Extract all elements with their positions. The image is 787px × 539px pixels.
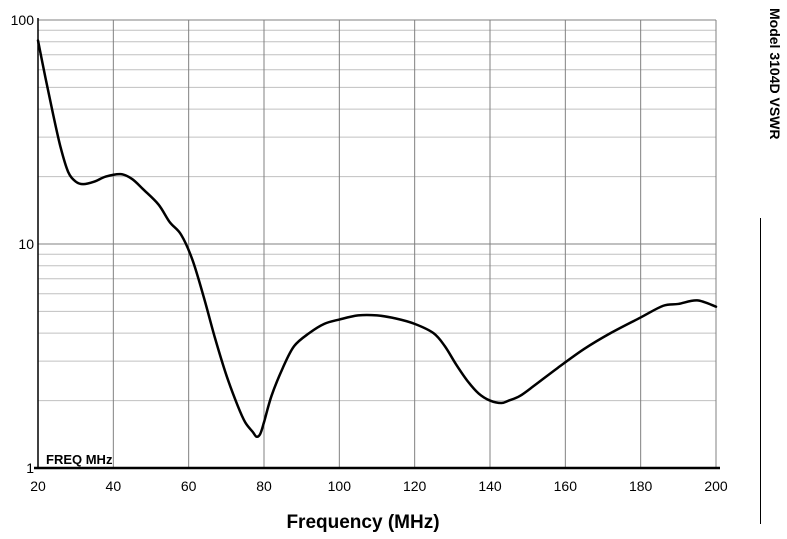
y-tick-label: 100 <box>11 12 35 28</box>
x-tick-label: 80 <box>256 478 272 494</box>
x-tick-label: 180 <box>629 478 653 494</box>
x-tick-label: 200 <box>704 478 728 494</box>
y-tick-label: 1 <box>26 460 34 476</box>
x-tick-label: 60 <box>181 478 197 494</box>
axes: 1 10 100 20 40 60 80 100 120 140 160 180 200 <box>11 12 728 494</box>
x-tick-label: 40 <box>106 478 122 494</box>
x-tick-label: 20 <box>30 478 46 494</box>
freq-mhz-label: FREQ MHz <box>46 452 113 467</box>
side-title: Model 3104D VSWR <box>767 8 783 140</box>
vswr-series-line <box>36 39 718 438</box>
x-tick-label: 100 <box>328 478 352 494</box>
grid <box>37 19 717 469</box>
x-tick-label: 120 <box>403 478 427 494</box>
x-tick-label: 140 <box>478 478 502 494</box>
x-axis-title: Frequency (MHz) <box>286 512 439 533</box>
series <box>36 39 718 438</box>
y-tick-label: 10 <box>18 236 34 252</box>
side-title-rule <box>760 218 761 524</box>
x-tick-label: 160 <box>554 478 578 494</box>
vswr-chart: 1 10 100 20 40 60 80 100 120 140 160 180 200 FREQ MH… <box>11 12 728 533</box>
